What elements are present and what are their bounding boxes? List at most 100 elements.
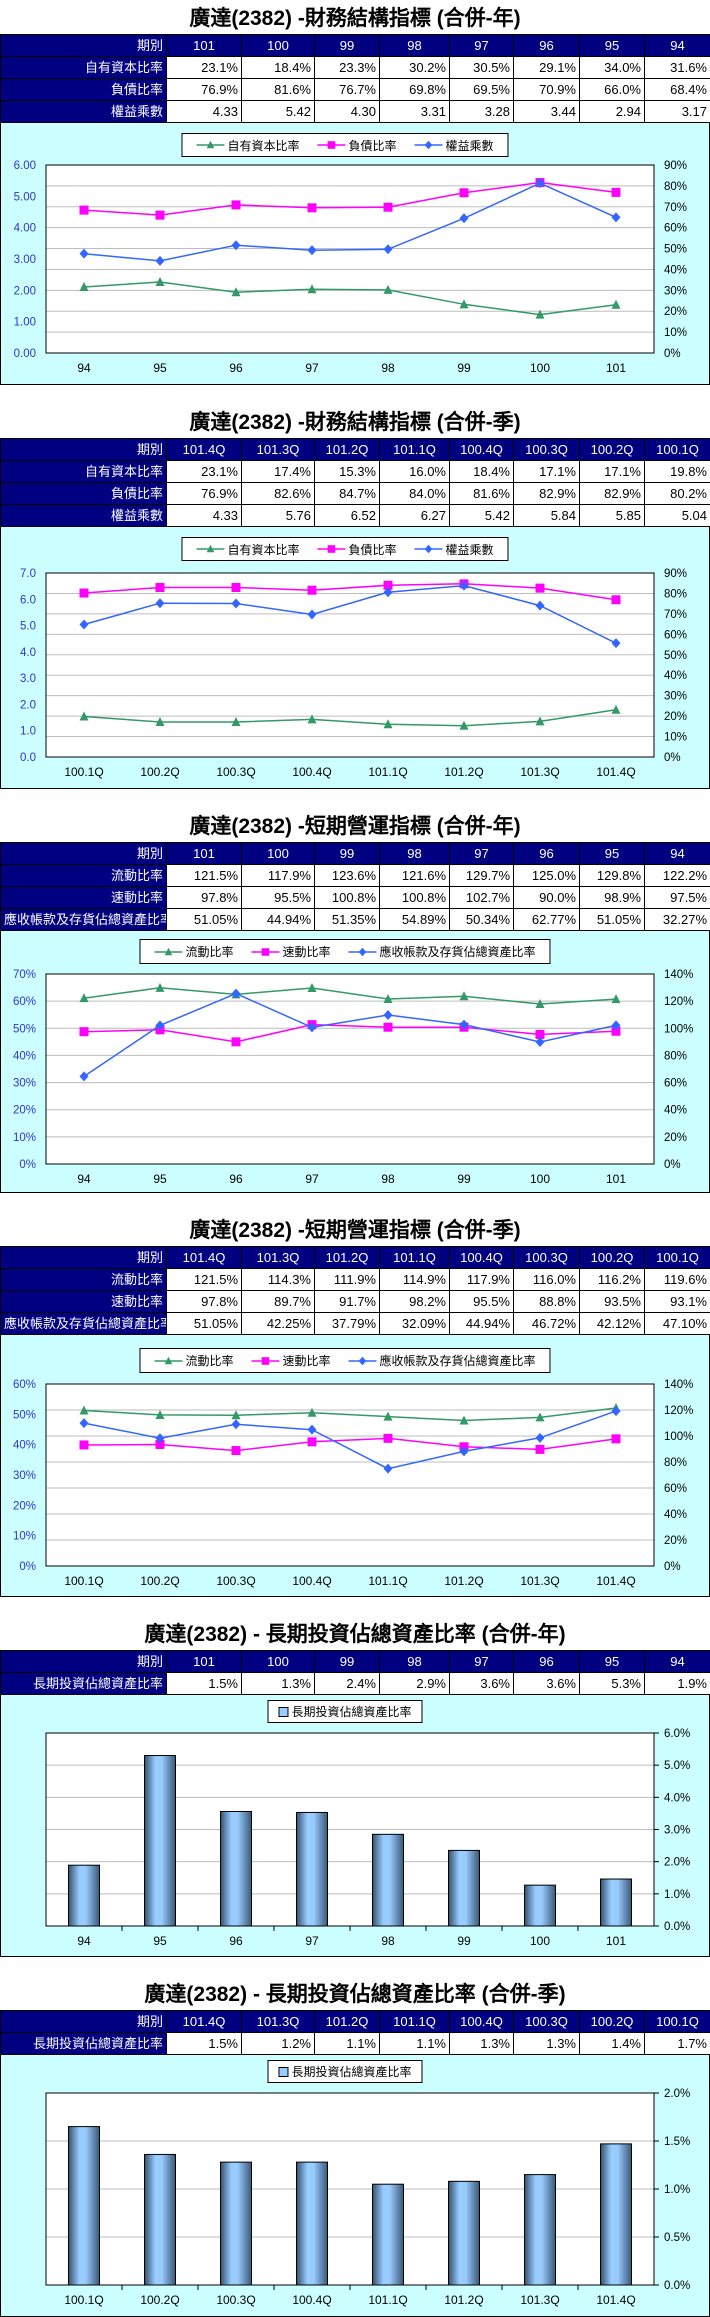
value-cell: 76.9%: [167, 79, 242, 101]
x-axis-label: 100.1Q: [64, 1574, 103, 1588]
left-axis-label: 2.0: [20, 699, 36, 711]
value-cell: 32.27%: [645, 909, 710, 931]
square-marker: [308, 586, 317, 595]
right-axis-label: 90%: [664, 160, 687, 172]
x-axis-label: 94: [77, 361, 91, 375]
period-header: 96: [514, 35, 580, 57]
value-cell: 3.17: [645, 101, 710, 123]
period-header: 101.2Q: [315, 1247, 380, 1269]
left-axis-label: 3.0: [20, 673, 36, 685]
x-axis-label: 100.1Q: [64, 2293, 103, 2307]
triangle-line-icon: [196, 140, 224, 150]
bar: [373, 2184, 404, 2285]
value-cell: 121.5%: [167, 865, 242, 887]
x-axis-label: 100.2Q: [140, 765, 179, 779]
period-header: 101.4Q: [167, 439, 242, 461]
period-header: 95: [580, 843, 645, 865]
x-axis-label: 97: [305, 1172, 319, 1186]
chart-long-term-investment-annual: 長期投資佔總資產比率 0.0%1.0%2.0%3.0%4.0%5.0%6.0%9…: [0, 1695, 710, 1957]
value-cell: 69.5%: [450, 79, 514, 101]
plot-area: [46, 1384, 654, 1566]
period-header: 101.1Q: [380, 2011, 450, 2033]
value-cell: 51.35%: [315, 909, 380, 931]
section-financial-structure-quarterly: 廣達(2382) -財務結構指標 (合併-季) 期別 101.4Q 101.3Q…: [0, 385, 710, 789]
square-line-icon: [251, 1356, 279, 1366]
x-axis-label: 101.1Q: [368, 765, 407, 779]
table-row: 負債比率 76.9% 82.6% 84.7% 84.0% 81.6% 82.9%…: [1, 483, 710, 505]
diamond-line-icon: [415, 140, 443, 150]
diamond-marker: [425, 141, 433, 150]
table-row: 權益乘數 4.33 5.42 4.30 3.31 3.28 3.44 2.94 …: [1, 101, 710, 123]
table-header-row: 期別 101.4Q 101.3Q 101.2Q 101.1Q 100.4Q 10…: [1, 1247, 710, 1269]
value-cell: 1.3%: [514, 2033, 580, 2055]
x-axis-label: 94: [77, 1172, 91, 1186]
value-cell: 125.0%: [514, 865, 580, 887]
x-axis-label: 101.2Q: [444, 2293, 483, 2307]
value-cell: 97.5%: [645, 887, 710, 909]
right-axis-label: 10%: [664, 732, 687, 744]
right-axis-label: 70%: [664, 202, 687, 214]
left-axis-label: 10%: [13, 1132, 36, 1144]
value-cell: 1.5%: [167, 2033, 242, 2055]
x-axis-label: 100.1Q: [64, 765, 103, 779]
value-cell: 5.76: [242, 505, 315, 527]
right-axis-label: 30%: [664, 691, 687, 703]
value-cell: 1.4%: [580, 2033, 645, 2055]
x-axis-label: 100.2Q: [140, 2293, 179, 2307]
data-table: 期別 101.4Q 101.3Q 101.2Q 101.1Q 100.4Q 10…: [0, 2010, 710, 2055]
period-column-label: 期別: [1, 2011, 167, 2033]
value-cell: 114.9%: [380, 1269, 450, 1291]
right-axis-label: 2.0%: [664, 1857, 690, 1869]
bar: [145, 2154, 176, 2285]
left-axis-label: 20%: [13, 1500, 36, 1512]
chart-short-term-operation-quarterly: 流動比率 速動比率 應收帳款及存貨佔總資產比率 0%10%20%30%40%50…: [0, 1335, 710, 1597]
value-cell: 116.2%: [580, 1269, 645, 1291]
value-cell: 30.5%: [450, 57, 514, 79]
value-cell: 66.0%: [580, 79, 645, 101]
square-marker: [612, 1434, 621, 1443]
chart-legend: 長期投資佔總資產比率: [267, 2060, 422, 2083]
value-cell: 62.77%: [514, 909, 580, 931]
period-header: 100: [242, 843, 315, 865]
square-marker: [80, 206, 89, 215]
left-axis-label: 3.00: [14, 254, 36, 266]
bar: [449, 2181, 480, 2285]
value-cell: 23.1%: [167, 57, 242, 79]
value-cell: 116.0%: [514, 1269, 580, 1291]
legend-item: 負債比率: [317, 137, 396, 154]
value-cell: 102.7%: [450, 887, 514, 909]
legend-item: 應收帳款及存貨佔總資產比率: [349, 943, 536, 960]
right-axis-label: 0.0%: [664, 1921, 690, 1933]
period-header: 101.4Q: [167, 2011, 242, 2033]
value-cell: 3.44: [514, 101, 580, 123]
square-marker: [612, 595, 621, 604]
legend-label: 權益乘數: [446, 137, 494, 154]
row-label: 長期投資佔總資產比率: [1, 2033, 167, 2055]
value-cell: 54.89%: [380, 909, 450, 931]
period-header: 100.2Q: [580, 439, 645, 461]
chart-legend: 長期投資佔總資產比率: [267, 1700, 422, 1723]
value-cell: 121.6%: [380, 865, 450, 887]
legend-item: 權益乘數: [415, 137, 494, 154]
value-cell: 81.6%: [242, 79, 315, 101]
right-axis-label: 0.0%: [664, 2280, 690, 2292]
x-axis-label: 99: [457, 361, 471, 375]
row-label: 自有資本比率: [1, 57, 167, 79]
line-chart: 0%10%20%30%40%50%60%70%0%20%40%60%80%100…: [0, 931, 710, 1193]
value-cell: 6.27: [380, 505, 450, 527]
value-cell: 82.9%: [514, 483, 580, 505]
value-cell: 81.6%: [450, 483, 514, 505]
period-header: 101.2Q: [315, 2011, 380, 2033]
line-chart: 0%10%20%30%40%50%60%0%20%40%60%80%100%12…: [0, 1335, 710, 1597]
square-marker: [308, 1437, 317, 1446]
legend-label: 速動比率: [282, 1352, 330, 1369]
square-line-icon: [317, 544, 345, 554]
table-row: 權益乘數 4.33 5.76 6.52 6.27 5.42 5.84 5.85 …: [1, 505, 710, 527]
section-financial-structure-annual: 廣達(2382) -財務結構指標 (合併-年) 期別 101 100 99 98…: [0, 0, 710, 385]
value-cell: 5.85: [580, 505, 645, 527]
x-axis-label: 99: [457, 1934, 471, 1948]
triangle-line-icon: [154, 947, 182, 957]
x-axis-label: 101: [606, 1934, 626, 1948]
value-cell: 2.9%: [380, 1673, 450, 1695]
value-cell: 30.2%: [380, 57, 450, 79]
